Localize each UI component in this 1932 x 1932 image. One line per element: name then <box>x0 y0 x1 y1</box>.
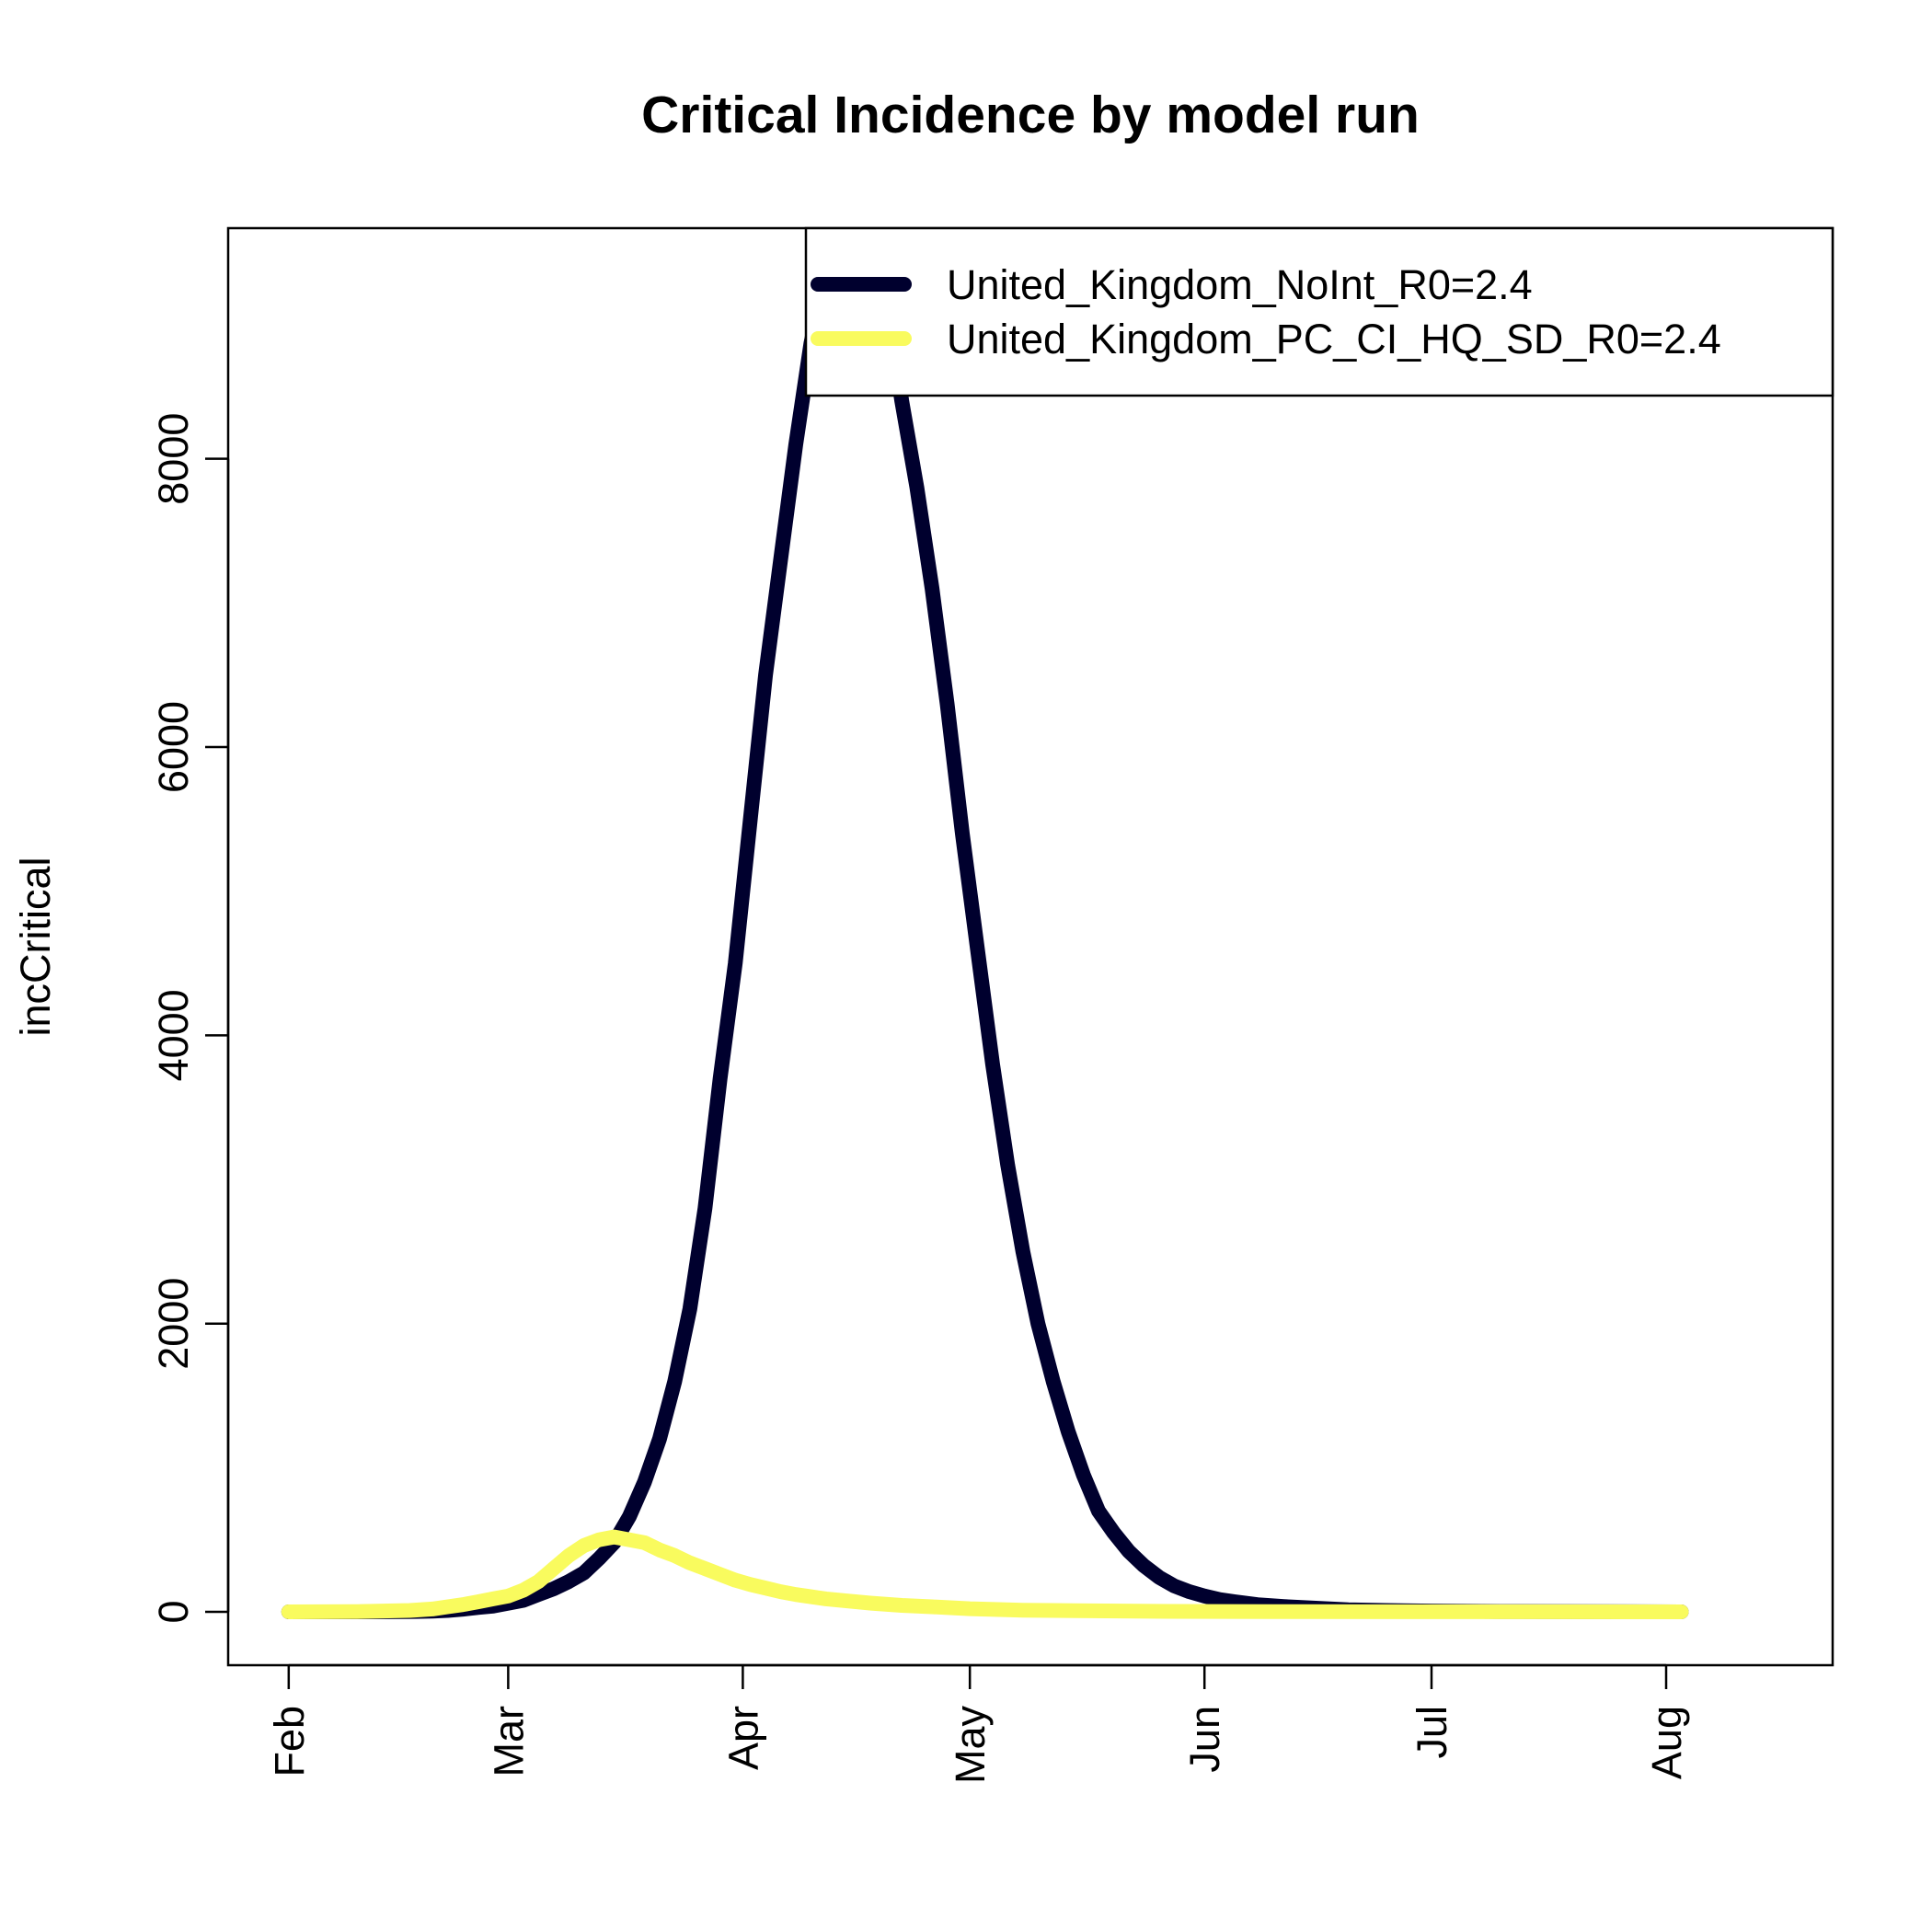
series-layer <box>281 228 1689 1619</box>
x-tick-label: Aug <box>1643 1706 1690 1779</box>
y-tick-label: 0 <box>150 1601 197 1624</box>
legend-label-pc-ci-hq-sd: United_Kingdom_PC_CI_HQ_SD_R0=2.4 <box>947 316 1721 362</box>
y-tick-label: 4000 <box>150 989 197 1081</box>
chart-title: Critical Incidence by model run <box>641 86 1420 144</box>
legend-box <box>804 226 1834 397</box>
x-tick-label: Jun <box>1181 1706 1228 1773</box>
x-tick-label: Feb <box>266 1706 313 1777</box>
x-axis: Feb Mar Apr May Jun Jul Aug <box>266 1663 1690 1785</box>
y-axis-title: incCritical <box>12 857 59 1036</box>
y-axis: 0 2000 4000 6000 8000 <box>150 413 230 1624</box>
y-tick-label: 2000 <box>150 1278 197 1370</box>
x-tick-label: May <box>947 1706 994 1785</box>
legend: United_Kingdom_NoInt_R0=2.4 United_Kingd… <box>804 226 1834 397</box>
series-line-0 <box>281 228 1689 1619</box>
x-tick-label: Apr <box>719 1706 766 1770</box>
y-tick-label: 6000 <box>150 701 197 793</box>
plot-area-frame <box>226 226 1834 1667</box>
series-line-1 <box>281 1529 1689 1619</box>
x-tick-label: Mar <box>485 1706 532 1777</box>
y-tick-label: 8000 <box>150 413 197 505</box>
legend-label-noint: United_Kingdom_NoInt_R0=2.4 <box>947 261 1533 308</box>
x-tick-label: Jul <box>1409 1706 1455 1759</box>
